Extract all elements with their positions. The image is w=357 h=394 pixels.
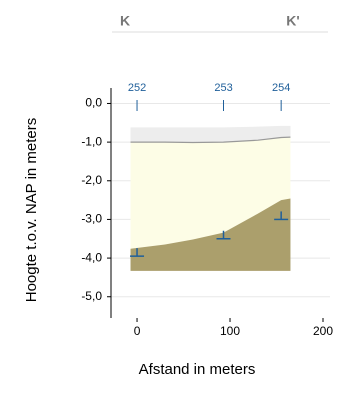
- layer: [130, 137, 291, 249]
- section-end: K': [286, 13, 299, 29]
- layer: [130, 125, 291, 143]
- x-tick-label: 100: [220, 324, 240, 338]
- boring-label: 254: [272, 82, 290, 94]
- section-start: K: [120, 13, 130, 29]
- boring-label: 252: [128, 82, 146, 94]
- y-tick-label: -4,0: [81, 250, 102, 264]
- y-axis-label: Hoogte t.o.v. NAP in meters: [23, 118, 40, 303]
- layer: [130, 198, 291, 271]
- boring-label: 253: [214, 82, 232, 94]
- y-tick-label: -5,0: [81, 289, 102, 303]
- y-tick-label: 0,0: [85, 96, 102, 110]
- x-tick-label: 200: [313, 324, 333, 338]
- y-tick-label: -1,0: [81, 134, 102, 148]
- boundary-line: [130, 136, 291, 144]
- y-tick-label: -2,0: [81, 173, 102, 187]
- x-axis-label: Afstand in meters: [139, 361, 256, 378]
- y-tick-label: -3,0: [81, 212, 102, 226]
- x-tick-label: 0: [134, 324, 141, 338]
